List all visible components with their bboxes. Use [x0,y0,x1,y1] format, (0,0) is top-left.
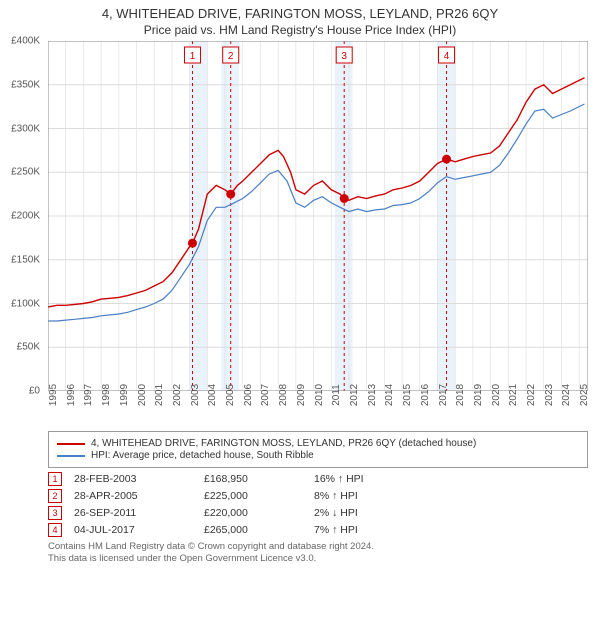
x-tick-label: 2014 [384,384,395,406]
x-tick-label: 2020 [491,384,502,406]
y-tick-label: £50K [17,342,40,353]
marker-date: 28-APR-2005 [74,490,204,502]
attribution: Contains HM Land Registry data © Crown c… [48,541,588,566]
legend-swatch [57,455,85,457]
attribution-line2: This data is licensed under the Open Gov… [48,553,588,565]
x-tick-label: 2009 [296,384,307,406]
marker-number-box: 2 [48,489,62,503]
x-tick-label: 2023 [544,384,555,406]
marker-price: £220,000 [204,507,314,519]
y-tick-label: £150K [11,254,40,265]
marker-row: 3 26-SEP-2011£220,0002% ↓ HPI [48,506,588,520]
legend-box: 4, WHITEHEAD DRIVE, FARINGTON MOSS, LEYL… [48,431,588,468]
legend-swatch [57,443,85,445]
x-tick-label: 2007 [260,384,271,406]
y-tick-label: £200K [11,211,40,222]
x-tick-label: 2024 [561,384,572,406]
marker-pct: 7% ↑ HPI [314,524,434,536]
x-tick-label: 1997 [83,384,94,406]
marker-date: 28-FEB-2003 [74,473,204,485]
x-tick-label: 1995 [48,384,59,406]
x-tick-label: 2004 [207,384,218,406]
marker-date: 04-JUL-2017 [74,524,204,536]
chart-area: £0£50K£100K£150K£200K£250K£300K£350K£400… [48,41,588,391]
page-container: 4, WHITEHEAD DRIVE, FARINGTON MOSS, LEYL… [0,0,600,620]
marker-price: £225,000 [204,490,314,502]
x-tick-label: 2021 [508,384,519,406]
y-tick-label: £250K [11,167,40,178]
marker-price: £265,000 [204,524,314,536]
marker-row: 2 28-APR-2005£225,0008% ↑ HPI [48,489,588,503]
marker-number-box: 3 [48,506,62,520]
marker-number-box: 1 [48,472,62,486]
x-tick-label: 1998 [101,384,112,406]
x-tick-label: 2013 [367,384,378,406]
x-tick-label: 2001 [154,384,165,406]
x-tick-label: 1996 [66,384,77,406]
x-tick-label: 2015 [402,384,413,406]
svg-text:1: 1 [190,51,196,62]
svg-text:2: 2 [228,51,234,62]
x-tick-label: 2016 [420,384,431,406]
legend-row: 4, WHITEHEAD DRIVE, FARINGTON MOSS, LEYL… [57,438,579,449]
marker-pct: 16% ↑ HPI [314,473,434,485]
y-tick-label: £0 [29,386,40,397]
x-tick-label: 2005 [225,384,236,406]
x-axis-labels: 1995199619971998199920002001200220032004… [48,391,588,425]
x-tick-label: 2011 [331,384,342,406]
marker-price: £168,950 [204,473,314,485]
marker-number-box: 4 [48,523,62,537]
y-tick-label: £400K [11,36,40,47]
x-tick-label: 2025 [579,384,590,406]
x-tick-label: 2000 [137,384,148,406]
y-tick-label: £100K [11,298,40,309]
legend-label: 4, WHITEHEAD DRIVE, FARINGTON MOSS, LEYL… [91,438,476,449]
legend-label: HPI: Average price, detached house, Sout… [91,450,314,461]
plot-svg: 1 2 3 4 [48,41,588,391]
attribution-line1: Contains HM Land Registry data © Crown c… [48,541,588,553]
chart-title: 4, WHITEHEAD DRIVE, FARINGTON MOSS, LEYL… [0,0,600,21]
marker-date: 26-SEP-2011 [74,507,204,519]
marker-row: 4 04-JUL-2017£265,0007% ↑ HPI [48,523,588,537]
x-tick-label: 2003 [190,384,201,406]
x-tick-label: 2019 [473,384,484,406]
marker-pct: 2% ↓ HPI [314,507,434,519]
x-tick-label: 2008 [278,384,289,406]
y-tick-label: £350K [11,79,40,90]
x-tick-label: 2006 [243,384,254,406]
x-tick-label: 2002 [172,384,183,406]
chart-subtitle: Price paid vs. HM Land Registry's House … [0,21,600,41]
svg-text:4: 4 [444,51,450,62]
legend-row: HPI: Average price, detached house, Sout… [57,450,579,461]
x-tick-label: 2012 [349,384,360,406]
y-axis-labels: £0£50K£100K£150K£200K£250K£300K£350K£400… [0,41,44,391]
y-tick-label: £300K [11,123,40,134]
x-tick-label: 2022 [526,384,537,406]
svg-text:3: 3 [341,51,347,62]
x-tick-label: 2010 [314,384,325,406]
x-tick-label: 2018 [455,384,466,406]
x-tick-label: 1999 [119,384,130,406]
x-tick-label: 2017 [438,384,449,406]
marker-table: 1 28-FEB-2003£168,95016% ↑ HPI 2 28-APR-200… [48,472,588,537]
marker-row: 1 28-FEB-2003£168,95016% ↑ HPI [48,472,588,486]
marker-pct: 8% ↑ HPI [314,490,434,502]
